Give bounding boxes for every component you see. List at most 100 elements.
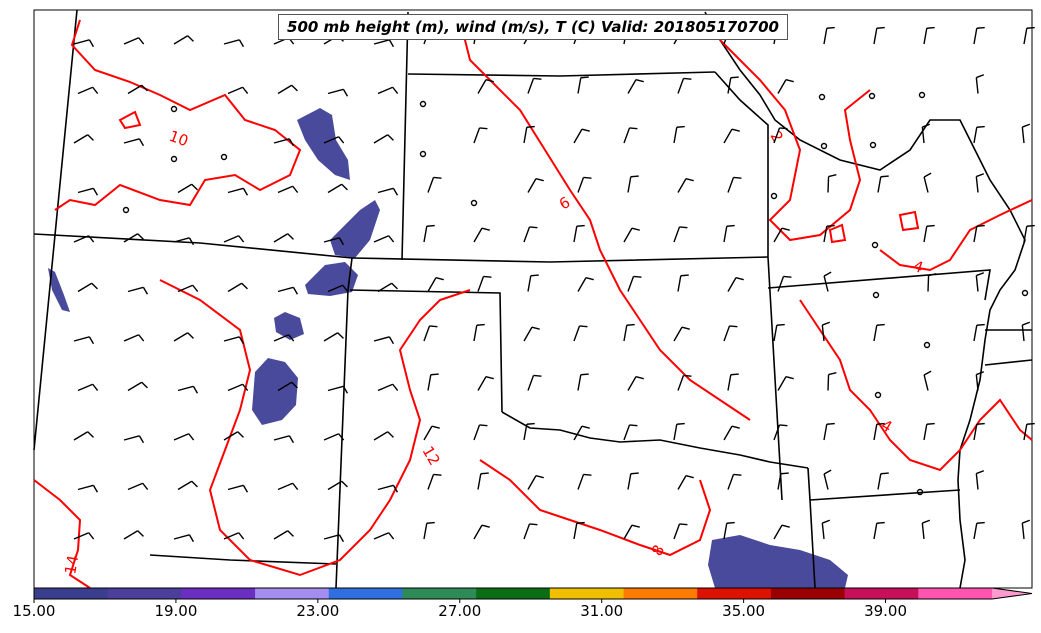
colorbar-tick-label: 19.00 (154, 602, 198, 620)
calm-circle (170, 105, 178, 113)
wind-barb-staff (473, 524, 483, 540)
wind-barb-feather (242, 86, 249, 94)
wind-barb-feather (976, 272, 985, 277)
wind-barb-feather (91, 282, 98, 290)
wind-barb-feather (583, 176, 592, 179)
colorbar-outline (33, 587, 1033, 600)
wind-barb-feather (137, 233, 144, 240)
wind-barb-staff (873, 424, 878, 441)
boundary-ar-la (809, 489, 961, 501)
wind-barb-staff (273, 530, 289, 540)
wind-barb-staff (821, 325, 825, 342)
wind-barb-staff (923, 424, 928, 441)
wind-barb-staff (673, 424, 678, 441)
wind-barb-feather (535, 177, 544, 182)
colorbar-segment (549, 588, 625, 599)
wind-barb-staff (527, 178, 537, 193)
wind-barb-feather (679, 523, 688, 526)
wind-barb-feather (88, 235, 95, 243)
wind-barb-staff (273, 233, 289, 243)
wind-barb-staff (377, 187, 394, 194)
wind-barb-staff (127, 84, 143, 95)
shading-patch-6 (48, 268, 70, 312)
wind-barb-staff (123, 233, 139, 243)
wind-barb-feather (729, 325, 738, 328)
wind-barb-staff (623, 424, 631, 441)
wind-barb-staff (173, 35, 189, 45)
wind-barb-staff (1021, 127, 1025, 144)
wind-barb-staff (423, 325, 431, 342)
wind-barb-staff (773, 524, 783, 540)
wind-barb-staff (73, 336, 90, 342)
wind-barb-feather (192, 284, 199, 292)
wind-barb-staff (577, 177, 585, 193)
wind-barb-feather (387, 134, 394, 141)
wind-barb-staff (77, 86, 94, 95)
wind-barb-staff (723, 325, 731, 342)
wind-barb-feather (581, 425, 590, 429)
wind-barb-staff (877, 176, 882, 193)
wind-barb-feather (730, 373, 739, 376)
wind-barb-staff (277, 381, 293, 392)
wind-barb-staff (177, 385, 194, 392)
wind-barb-feather (631, 524, 640, 528)
wind-barb-staff (627, 376, 637, 391)
wind-barb-staff (523, 226, 531, 243)
colorbar-tick-label: 31.00 (580, 602, 624, 620)
wind-barb-staff (1023, 28, 1028, 45)
wind-barb-staff (973, 325, 978, 342)
wind-barb-feather (780, 472, 789, 475)
wind-barb-staff (573, 425, 583, 441)
wind-barb-feather (731, 425, 740, 429)
wind-barb-staff (823, 275, 829, 292)
wind-barb-staff (173, 237, 190, 243)
wind-barb-feather (238, 532, 245, 540)
wind-barb-feather (188, 237, 195, 246)
wind-barb-feather (431, 425, 440, 429)
wind-barb-staff (227, 187, 244, 194)
wind-barb-staff (373, 235, 390, 243)
wind-barb-staff (273, 435, 290, 441)
wind-barb-staff (477, 376, 487, 391)
wind-barb-staff (223, 336, 240, 342)
temp-contour-misc-2 (828, 223, 847, 244)
calm-circle (170, 155, 178, 163)
calm-circle (872, 291, 880, 299)
wind-barb-staff (727, 77, 732, 94)
wind-barb-staff (673, 523, 681, 540)
wind-barb-feather (776, 323, 785, 326)
wind-barb-feather (242, 188, 249, 196)
wind-barb-feather (92, 86, 99, 94)
wind-barb-staff (327, 385, 344, 392)
wind-barb-feather (579, 325, 588, 328)
wind-barb-feather (680, 274, 689, 277)
wind-barb-staff (223, 532, 240, 540)
wind-barb-feather (781, 524, 790, 528)
wind-barb-staff (377, 282, 393, 293)
wind-barb-staff (373, 39, 390, 45)
wind-barb-feather (191, 480, 198, 488)
wind-barb-feather (535, 474, 544, 479)
boundary-ne-ks (407, 71, 716, 77)
colorbar-tick-label: 39.00 (864, 602, 908, 620)
wind-barb-staff (227, 383, 244, 392)
wind-barb-staff (377, 86, 394, 95)
wind-barb-feather (291, 381, 298, 389)
colorbar-segment (844, 588, 919, 599)
wind-barb-staff (877, 473, 882, 490)
contour-label: 10 (167, 127, 191, 150)
wind-barb-staff (123, 37, 140, 45)
wind-barb-staff (223, 431, 239, 441)
wind-barb-staff (377, 383, 394, 392)
colorbar-tick-label: 23.00 (296, 602, 340, 620)
temp-contour-10 (54, 19, 302, 211)
wind-barb-staff (973, 127, 978, 144)
wind-barb-feather (822, 519, 831, 524)
wind-barb-staff (77, 383, 94, 392)
wind-barb-staff (277, 185, 294, 194)
wind-barb-staff (123, 530, 139, 540)
boundary-nm-tx (149, 554, 337, 565)
wind-barb-feather (635, 375, 644, 380)
colorbar-segment (623, 588, 698, 599)
wind-barb-feather (476, 323, 485, 326)
